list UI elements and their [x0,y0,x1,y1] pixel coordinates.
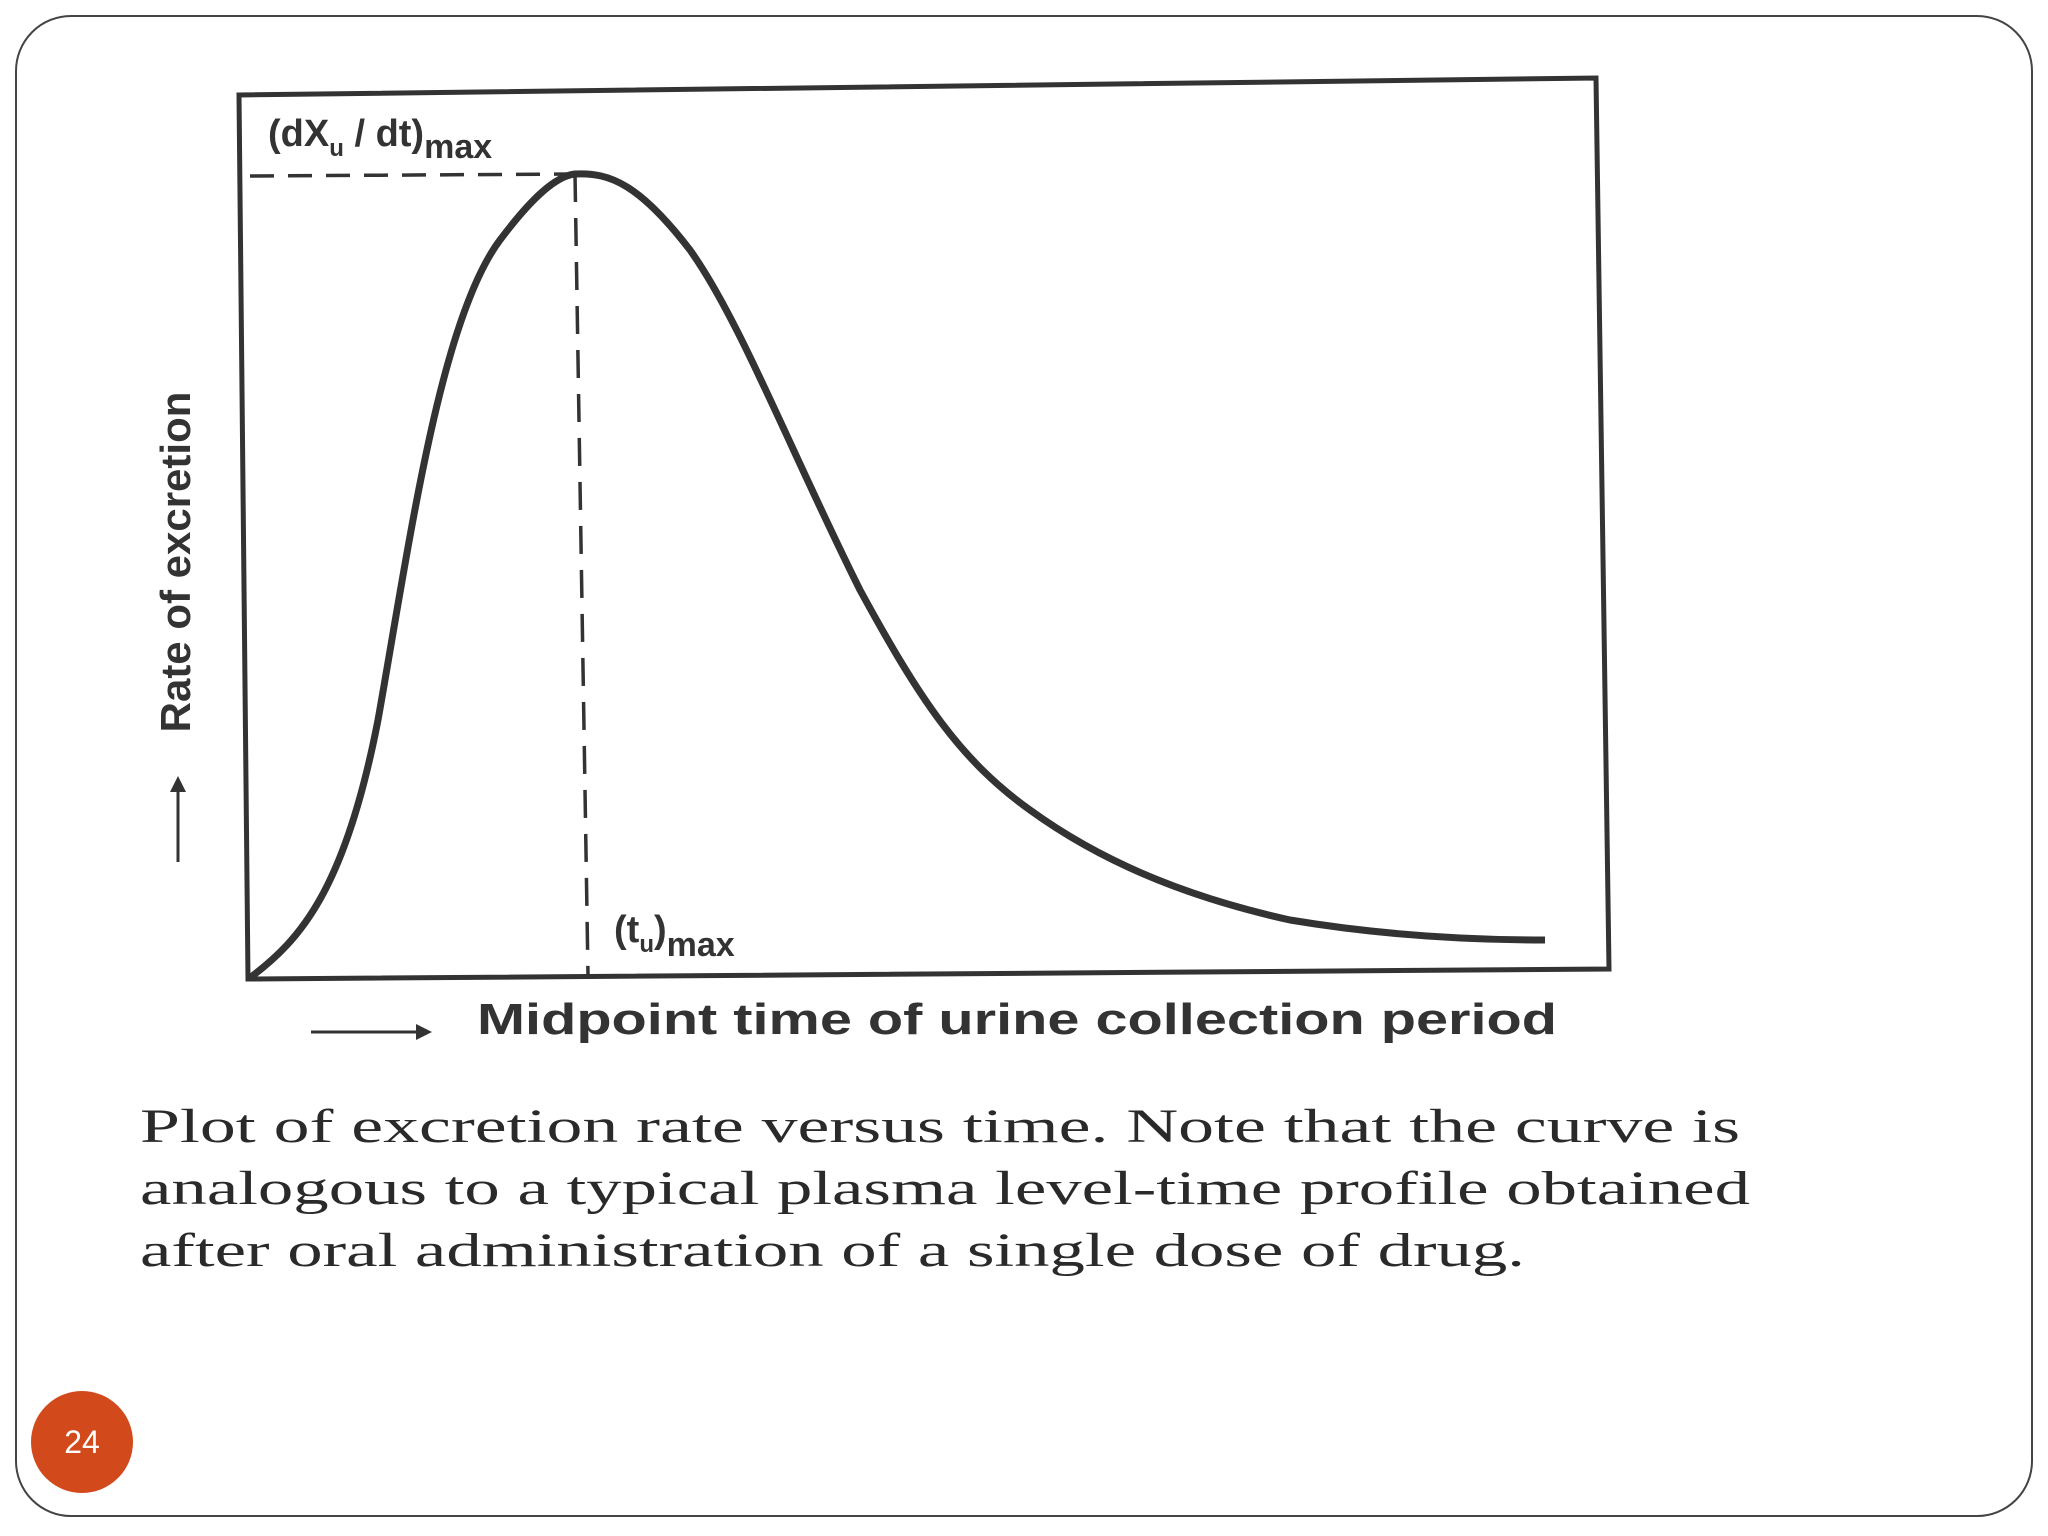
x-axis-label: Midpoint time of urine collection period [477,995,1557,1044]
y-axis-label: Rate of excretion [152,392,199,733]
caption-line: Plot of excretion rate versus time. Note… [140,1100,1740,1153]
caption-line: analogous to a typical plasma level-time… [140,1162,1750,1215]
peak-label-sub: u [329,135,344,162]
peak-time-guide [573,173,590,976]
caption-line: after oral administration of a single do… [140,1224,1525,1277]
time-label-subscript: max [667,926,735,964]
peak-label: (dXu / dt)max [268,113,492,166]
peak-label-main: (dX [268,113,330,155]
peak-label-rest: / dt) [344,113,424,155]
x-axis-arrow [311,1024,432,1040]
peak-rate-guide [249,172,576,178]
time-label-sub: u [639,931,654,958]
y-axis-arrow [170,776,186,862]
peak-label-subscript: max [424,128,492,166]
time-label-main: (t [614,909,640,951]
excretion-curve [248,170,1546,980]
time-label-rest: ) [654,909,667,951]
page-number-badge [31,1391,133,1493]
time-label: (tu)max [614,909,735,964]
page-number: 24 [64,1424,100,1460]
slide-frame [15,15,2033,1517]
plot-frame [236,75,1612,982]
